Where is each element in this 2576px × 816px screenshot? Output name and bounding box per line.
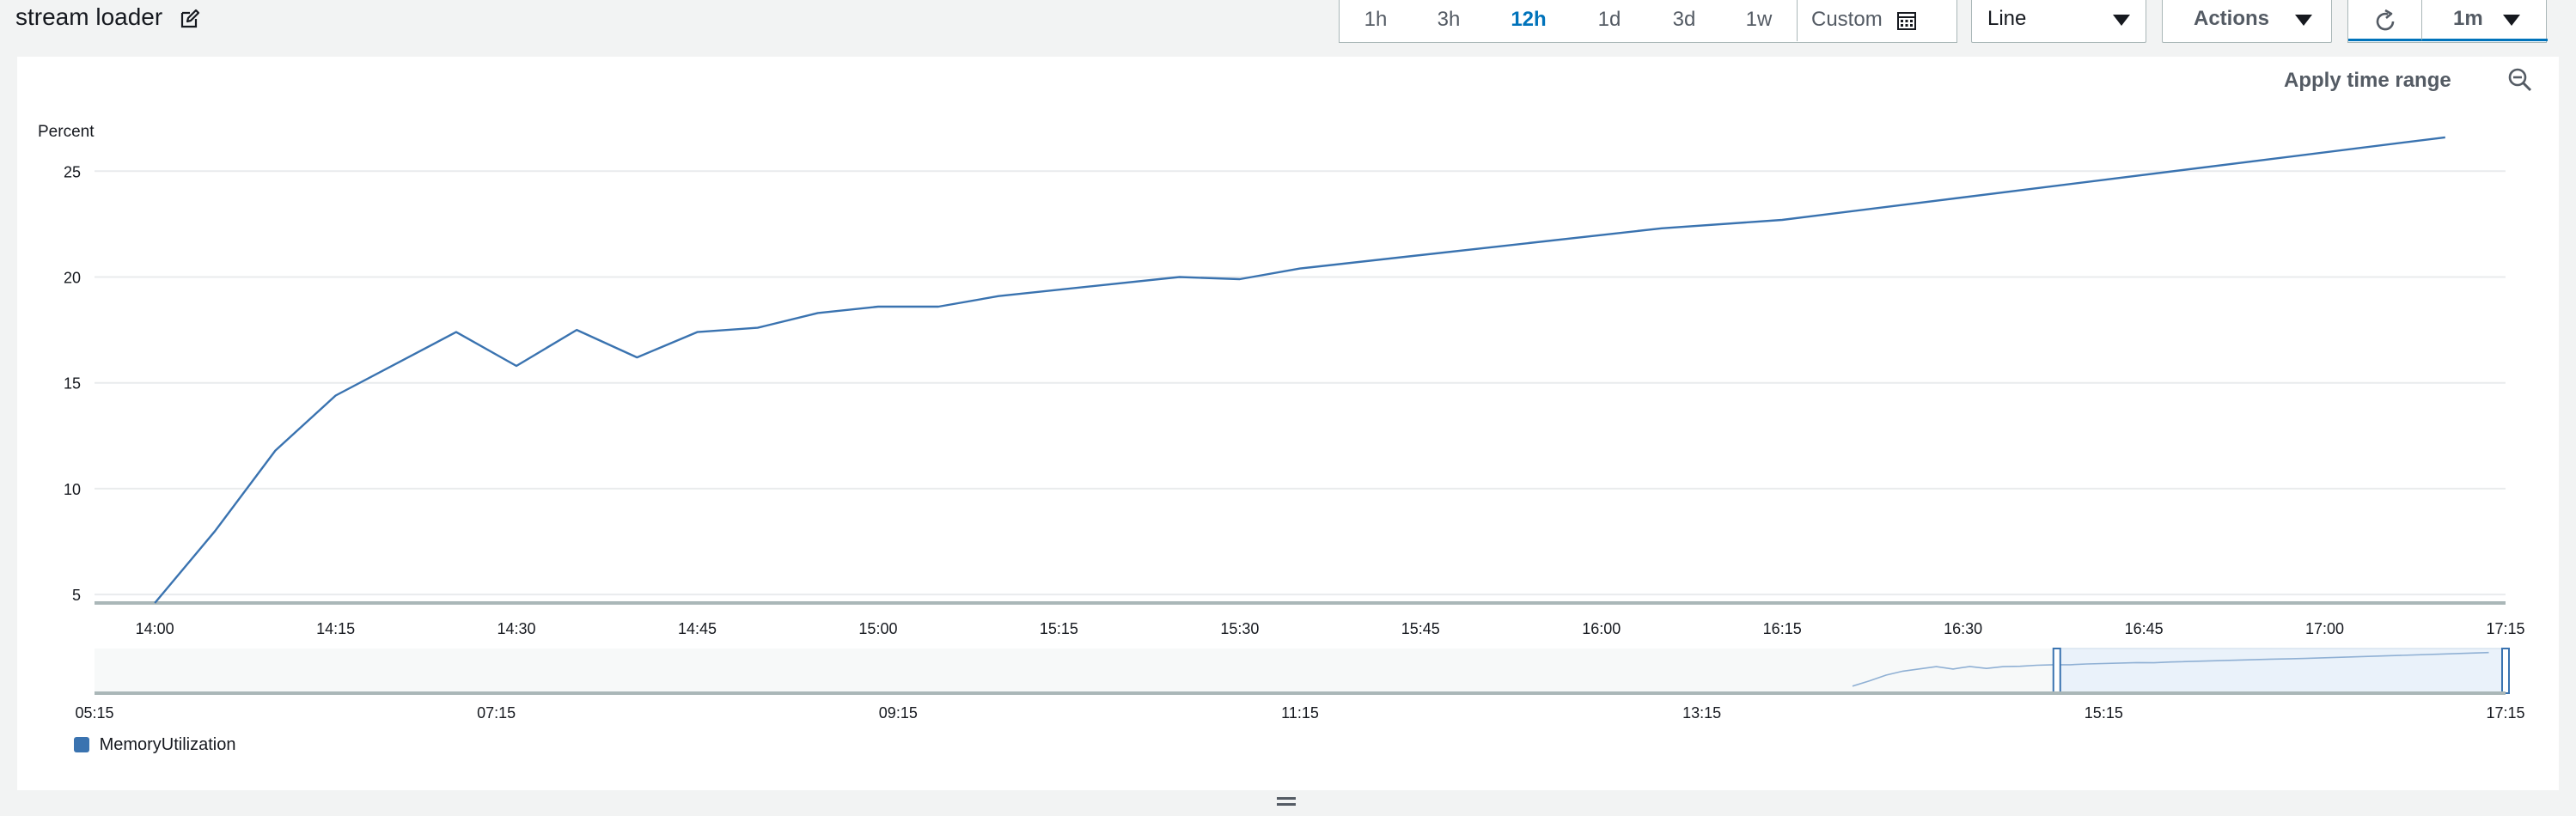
time-range-1w[interactable]: 1w [1745,8,1773,31]
widget-title: stream loader [15,3,163,30]
overview-series-line [1852,651,2489,687]
custom-label: Custom [1811,8,1883,31]
x-tick-label: 15:45 [1401,620,1440,637]
legend-label: MemoryUtilization [99,735,236,754]
time-range-custom[interactable]: Custom [1797,0,1931,41]
apply-time-range-button[interactable]: Apply time range [2284,69,2451,92]
resize-handle[interactable] [1277,797,1296,807]
refresh-interval-value: 1m [2453,7,2483,30]
overview-handle-left[interactable] [2052,648,2061,694]
time-range-1h[interactable]: 1h [1364,8,1388,31]
x-tick-label: 14:45 [678,620,717,637]
edit-icon[interactable] [180,9,200,29]
series-layer [154,136,2445,604]
overview-x-tick-label: 13:15 [1682,704,1721,722]
x-tick-label: 17:00 [2305,620,2344,637]
overview-x-tick-label: 11:15 [1281,704,1319,722]
y-axis-ticks: 5 10 15 20 25 [64,163,81,604]
x-axis-ticks: 14:00 14:15 14:30 14:45 15:00 15:15 15:30 15:45… [136,620,2525,637]
overview-x-tick-label: 15:15 [2085,704,2123,722]
x-tick-label: 14:00 [136,620,174,637]
overview-selection[interactable] [2056,648,2506,694]
overview-series [1852,651,2489,687]
time-range-selector: 1h 3h 12h 1d 3d 1w Custom [1339,0,1957,43]
overview-x-tick-label: 07:15 [477,704,516,722]
x-tick-label: 14:30 [497,620,536,637]
y-tick-label: 15 [64,375,81,393]
chart-legend[interactable]: MemoryUtilization [74,735,236,756]
overview-x-ticks: 05:15 07:15 09:15 11:15 13:15 15:15 17:15 [75,704,2524,722]
series-line-memoryutilization [154,136,2445,604]
overview-x-tick-label: 05:15 [75,704,113,722]
chart-type-value: Line [1987,7,2027,30]
y-tick-label: 10 [64,481,81,498]
refresh-control: 1m [2347,0,2548,43]
overview-x-tick-label: 17:15 [2486,704,2524,722]
actions-label: Actions [2194,7,2270,30]
x-tick-label: 17:15 [2486,620,2524,637]
x-tick-label: 16:30 [1944,620,1982,637]
zoom-out-icon[interactable] [2507,67,2533,93]
x-tick-label: 15:00 [858,620,897,637]
refresh-icon [2376,9,2395,31]
x-tick-label: 14:15 [316,620,355,637]
line-chart: Percent 5 10 15 20 25 14:00 14:15 14:30 14:45 15… [38,123,2525,722]
y-tick-label: 20 [64,270,81,287]
y-tick-label: 25 [64,163,81,180]
grid-lines [95,170,2506,596]
chart-type-select[interactable]: Line [1971,0,2146,43]
caret-down-icon [2113,15,2130,26]
actions-button[interactable]: Actions [2162,0,2332,43]
time-range-1d[interactable]: 1d [1597,8,1621,31]
x-tick-label: 15:15 [1040,620,1078,637]
x-tick-label: 16:15 [1763,620,1802,637]
widget-header: stream loader 1h 3h 12h 1d 3d 1w Custom … [0,0,2576,48]
overview-navigator[interactable]: 05:15 07:15 09:15 11:15 13:15 15:15 17:15 [75,648,2525,722]
time-range-3h[interactable]: 3h [1437,8,1461,31]
overview-handle-right[interactable] [2501,648,2510,694]
x-tick-label: 15:30 [1220,620,1259,637]
overview-x-tick-label: 09:15 [879,704,918,722]
x-tick-label: 16:00 [1582,620,1621,637]
time-range-12h[interactable]: 12h [1511,8,1547,31]
legend-swatch [74,737,89,752]
calendar-icon [1896,12,1916,30]
time-range-3d[interactable]: 3d [1672,8,1696,31]
y-axis-title: Percent [38,123,95,141]
x-tick-label: 16:45 [2125,620,2164,637]
caret-down-icon [2503,15,2520,26]
caret-down-icon [2295,15,2312,26]
refresh-interval-select[interactable]: 1m [2422,0,2548,41]
refresh-button[interactable] [2348,0,2422,41]
y-tick-label: 5 [72,587,81,604]
